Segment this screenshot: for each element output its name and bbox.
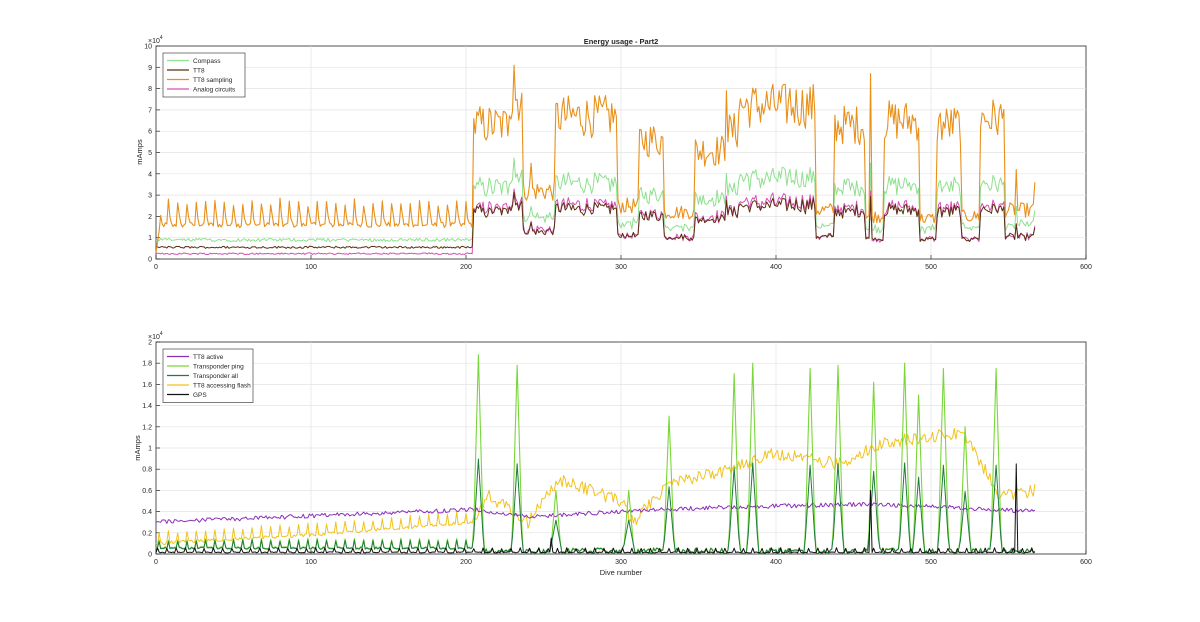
x-axis-label: Dive number: [600, 568, 643, 577]
y-tick-label: 2: [148, 214, 152, 221]
y-tick-label: 0.8: [142, 467, 152, 474]
legend-label: TT8 accessing flash: [193, 382, 251, 389]
x-tick-label: 100: [305, 559, 317, 566]
bottom-tick-labels: 0 100 200 300 400 500 600 0 0.2 0.4 0.6 0.8 1 1.2 1.4 1…: [142, 340, 1092, 567]
y-tick-label: 1.8: [142, 361, 152, 368]
y-tick-label: 2: [148, 340, 152, 347]
bottom-grid: [155, 341, 1087, 555]
top-y-axis-label: mAmps: [135, 139, 144, 165]
y-tick-label: 1.4: [142, 403, 152, 410]
legend-label: GPS: [193, 392, 207, 399]
legend-label: TT8 sampling: [193, 77, 233, 84]
x-tick-label: 200: [460, 559, 472, 566]
x-tick-label: 100: [305, 264, 317, 271]
y-tick-label: 8: [148, 86, 152, 93]
x-tick-label: 300: [615, 264, 627, 271]
y-tick-label: 1.6: [142, 382, 152, 389]
top-legend: Compass TT8 TT8 sampling Analog circuits: [162, 52, 246, 98]
x-tick-label: 500: [925, 559, 937, 566]
top-axes: 0 100 200 300 400 500 600 0 1 2 3 4 5 6 7 8 9 10 Energy u…: [135, 35, 1092, 271]
y-tick-label: 7: [148, 107, 152, 114]
bottom-y-axis-label: mAmps: [133, 435, 142, 461]
series-tt8: [155, 191, 1036, 249]
series-gps: [155, 463, 1035, 554]
y-tick-label: 0.4: [142, 509, 152, 516]
x-tick-label: 300: [615, 559, 627, 566]
legend-label: Analog circuits: [193, 86, 236, 93]
series-compass: [155, 157, 1036, 242]
legend-label: Transponder ping: [193, 363, 244, 370]
series-tt8-accessing-flash: [155, 427, 1036, 546]
y-tick-label: 3: [148, 193, 152, 200]
legend-label: Compass: [193, 58, 221, 65]
y-tick-label: 1: [148, 446, 152, 453]
y-tick-label: 6: [148, 129, 152, 136]
x-tick-label: 200: [460, 264, 472, 271]
bottom-plot-lines: [155, 354, 1036, 555]
top-tick-labels: 0 100 200 300 400 500 600 0 1 2 3 4 5 6 7 8 9 10: [144, 44, 1092, 272]
y-tick-label: 0.2: [142, 530, 152, 537]
series-tt8-sampling: [155, 64, 1036, 253]
x-tick-label: 0: [154, 264, 158, 271]
bottom-legend: TT8 active Transponder ping Transponder al…: [162, 348, 254, 403]
y-tick-label: 0.6: [142, 488, 152, 495]
y-tick-label: 4: [148, 171, 152, 178]
x-tick-label: 400: [770, 559, 782, 566]
x-tick-label: 600: [1080, 264, 1092, 271]
top-y-exponent: ×104: [148, 35, 163, 45]
y-tick-label: 1: [148, 235, 152, 242]
y-tick-label: 1.2: [142, 424, 152, 431]
x-tick-label: 600: [1080, 559, 1092, 566]
bottom-axes: 0 100 200 300 400 500 600 0 0.2 0.4 0.6 0.8 1 1.2 1.4 1…: [133, 331, 1092, 577]
x-tick-label: 500: [925, 264, 937, 271]
top-plot-lines: [155, 64, 1036, 256]
chart-title: Energy usage - Part2: [584, 37, 659, 46]
y-tick-label: 0: [148, 257, 152, 264]
bottom-y-exponent: ×104: [148, 331, 163, 341]
legend-label: Transponder all: [193, 373, 238, 380]
y-tick-label: 0: [148, 552, 152, 559]
y-tick-label: 9: [148, 65, 152, 72]
y-tick-label: 10: [144, 44, 152, 51]
x-tick-label: 0: [154, 559, 158, 566]
x-tick-label: 400: [770, 264, 782, 271]
y-tick-label: 5: [148, 150, 152, 157]
legend-label: TT8 active: [193, 354, 224, 361]
legend-label: TT8: [193, 67, 205, 74]
series-tt8-active: [155, 501, 1036, 524]
